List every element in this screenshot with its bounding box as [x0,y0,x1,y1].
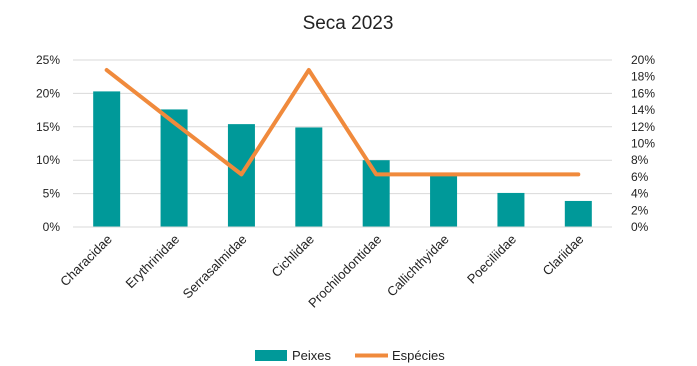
line-point-serrasalmidae [240,173,242,175]
category-label: Cichlidae [269,232,317,280]
left-y-axis: 0% 5% 10% 15% 20% 25% [36,53,60,234]
line-point-prochilodontidae [375,173,377,175]
left-tick-label: 15% [36,120,60,134]
line-series-especies [104,68,581,177]
bar-cichlidae [295,127,323,227]
gridlines [73,59,612,228]
right-tick-label: 4% [631,187,649,201]
bar-poeciliidae [497,192,525,227]
right-tick-label: 12% [631,120,655,134]
left-tick-label: 25% [36,53,60,67]
line-point-characidae [106,69,108,71]
right-tick-label: 14% [631,103,655,117]
right-tick-label: 20% [631,53,655,67]
category-label: Serrasalmidae [180,232,250,302]
line-point-cichlidae [308,69,310,71]
legend-label-especies: Espécies [392,348,445,363]
left-tick-label: 0% [43,220,61,234]
bar-prochilodontidae [362,160,390,227]
left-tick-label: 20% [36,86,60,100]
line-especies [104,68,581,177]
right-tick-label: 10% [631,137,655,151]
line-point-erythrinidae [173,122,175,124]
left-tick-label: 5% [43,187,61,201]
bar-series-peixes [93,91,592,227]
right-tick-label: 6% [631,170,649,184]
legend: Peixes Espécies [255,348,445,363]
category-label: Erythrinidae [123,232,183,292]
left-tick-label: 10% [36,153,60,167]
category-label: Clariidae [540,232,587,279]
category-label: Poeciliidae [464,232,519,287]
right-tick-label: 8% [631,153,649,167]
category-label: Prochilodontidae [305,232,384,311]
bar-clariidae [564,200,592,227]
chart-title: Seca 2023 [303,13,394,34]
category-label: Characidae [57,232,115,290]
bar-characidae [93,91,121,227]
bar-erythrinidae [160,109,188,227]
right-tick-label: 18% [631,70,655,84]
line-point-clariidae [577,173,579,175]
right-tick-label: 2% [631,203,649,217]
legend-swatch-peixes [255,350,287,361]
legend-label-peixes: Peixes [292,348,332,363]
right-tick-label: 16% [631,86,655,100]
category-label: Callichthyidae [384,232,452,300]
line-point-callichthyidae [443,173,445,175]
bar-callichthyidae [430,174,458,227]
right-tick-label: 0% [631,220,649,234]
line-point-poeciliidae [510,173,512,175]
right-y-axis: 0% 2% 4% 6% 8% 10% 12% 14% 16% 18% 20% [631,53,655,234]
